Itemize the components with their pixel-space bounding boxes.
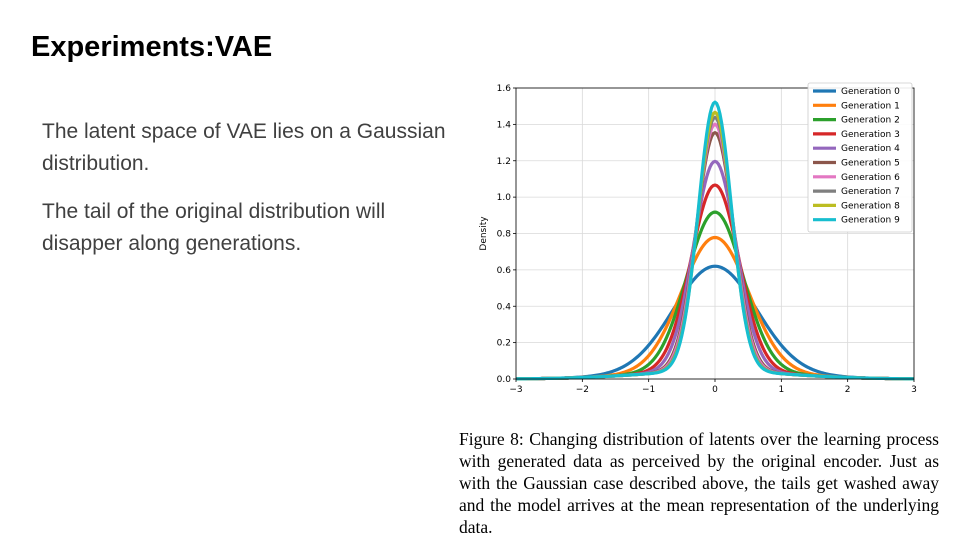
density-chart-svg: −3 −2 −1 0 1 2 3 0.0 0.2 0.4 0.6 0.8 1.0 1.2 1.4 1.6 Den… bbox=[479, 82, 917, 395]
y-tick-label: 0.4 bbox=[497, 302, 512, 312]
legend-label-gen-0: Generation 0 bbox=[841, 87, 900, 97]
x-tick-label: −1 bbox=[642, 385, 655, 395]
legend-label-gen-5: Generation 5 bbox=[841, 159, 900, 169]
y-tick-label: 1.4 bbox=[497, 120, 512, 130]
x-tick-label: 2 bbox=[845, 385, 851, 395]
x-tick-label: 1 bbox=[778, 385, 784, 395]
slide-title: Experiments:VAE bbox=[31, 31, 273, 63]
y-tick-label: 1.6 bbox=[497, 84, 512, 94]
legend-label-gen-2: Generation 2 bbox=[841, 116, 900, 126]
y-axis-label: Density bbox=[479, 216, 489, 251]
legend-label-gen-3: Generation 3 bbox=[841, 130, 900, 140]
y-tick-label: 0.2 bbox=[497, 339, 511, 349]
legend-label-gen-1: Generation 1 bbox=[841, 101, 900, 111]
x-tick-label: 3 bbox=[911, 385, 917, 395]
legend-label-gen-8: Generation 8 bbox=[841, 201, 900, 211]
x-tick-label: −3 bbox=[509, 385, 522, 395]
y-tick-label: 0.6 bbox=[497, 266, 512, 276]
legend-label-gen-4: Generation 4 bbox=[841, 144, 900, 154]
bullet-list: The latent space of VAE lies on a Gaussi… bbox=[42, 116, 452, 276]
y-tick-label: 1.2 bbox=[497, 157, 511, 167]
series-line-gen-9 bbox=[515, 100, 915, 381]
bullet-tail-disappear: The tail of the original distribution wi… bbox=[42, 200, 386, 255]
legend-label-gen-9: Generation 9 bbox=[841, 216, 900, 226]
legend-label-gen-6: Generation 6 bbox=[841, 173, 900, 183]
y-tick-label: 0.0 bbox=[497, 375, 512, 385]
y-tick-label: 1.0 bbox=[497, 193, 512, 203]
legend-label-gen-7: Generation 7 bbox=[841, 187, 900, 197]
y-tick-label: 0.8 bbox=[497, 230, 512, 240]
bullet-latent-space: The latent space of VAE lies on a Gaussi… bbox=[42, 120, 446, 175]
x-tick-label: 0 bbox=[712, 385, 718, 395]
figure-caption: Figure 8: Changing distribution of laten… bbox=[459, 429, 939, 537]
density-chart: −3 −2 −1 0 1 2 3 0.0 0.2 0.4 0.6 0.8 1.0 1.2 1.4 1.6 Den… bbox=[470, 78, 920, 400]
x-tick-label: −2 bbox=[576, 385, 589, 395]
